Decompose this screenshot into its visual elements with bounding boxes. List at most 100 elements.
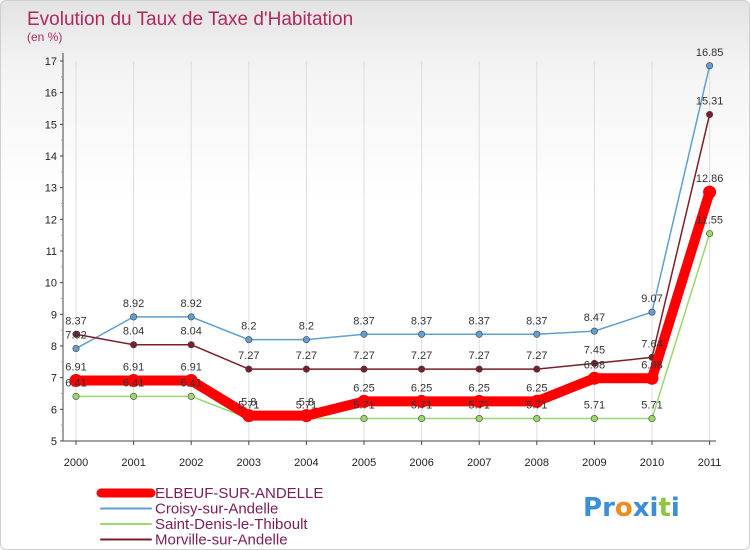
data-label: 5.8 — [299, 397, 314, 409]
data-point — [587, 371, 601, 385]
data-label: 7.27 — [238, 350, 259, 362]
y-tick-label: 7 — [51, 373, 57, 385]
data-point — [242, 409, 256, 423]
logo-letter: t — [658, 493, 670, 523]
data-label: 8.92 — [180, 298, 201, 310]
data-label: 8.37 — [353, 315, 374, 327]
data-point — [72, 345, 80, 353]
data-point — [648, 308, 656, 316]
data-label: 6.91 — [180, 362, 201, 374]
data-point — [418, 365, 426, 373]
data-point — [472, 394, 486, 408]
data-point — [645, 371, 659, 385]
data-label: 11.55 — [696, 215, 723, 227]
y-tick-label: 6 — [51, 404, 57, 416]
data-label: 8.92 — [123, 298, 144, 310]
data-point — [590, 415, 598, 423]
data-label: 6.25 — [411, 382, 432, 394]
data-point — [533, 415, 541, 423]
y-tick-label: 17 — [45, 56, 57, 68]
y-tick-label: 9 — [51, 309, 57, 321]
axes: 5 6 7 8 9 10 11 12 13 14 15 16 17 2000 2001 2002 2003 200… — [45, 53, 722, 469]
data-point — [69, 374, 83, 388]
data-label: 5.71 — [526, 400, 547, 412]
data-label: 5.71 — [296, 400, 317, 412]
data-label: 7.27 — [296, 350, 317, 362]
data-point — [299, 409, 313, 423]
data-point — [245, 336, 253, 344]
logo-letter: x — [633, 493, 650, 523]
data-point — [187, 341, 195, 349]
data-point — [302, 365, 310, 373]
data-point — [706, 62, 714, 70]
data-label: 6.91 — [123, 362, 144, 374]
x-tick-label: 2001 — [121, 457, 145, 469]
data-label: 16.85 — [696, 47, 724, 59]
data-label: 7.27 — [526, 350, 547, 362]
y-tick-label: 5 — [51, 436, 57, 448]
data-label: 6.41 — [65, 377, 86, 389]
x-tick-label: 2000 — [64, 457, 88, 469]
series-line-2 — [75, 232, 711, 420]
data-point — [475, 330, 483, 338]
data-label: 8.04 — [123, 326, 144, 338]
x-tick-label: 2005 — [352, 457, 376, 469]
data-label: 6.98 — [641, 359, 662, 371]
data-point — [127, 374, 141, 388]
data-point — [302, 336, 310, 344]
data-point — [360, 330, 368, 338]
data-point — [130, 341, 138, 349]
proxiti-logo: Proxiti — [583, 493, 680, 523]
data-label: 8.37 — [65, 315, 86, 327]
logo-letter: i — [671, 493, 680, 523]
legend-label: Saint-Denis-le-Thiboult — [155, 516, 308, 533]
proxiti-logo-text: Proxiti — [583, 493, 680, 523]
data-label: 8.37 — [411, 315, 432, 327]
data-point — [130, 392, 138, 400]
data-point — [245, 365, 253, 373]
legend-label: ELBEUF-SUR-ANDELLE — [155, 485, 323, 502]
chart-subtitle: (en %) — [27, 30, 62, 44]
data-point — [706, 111, 714, 119]
data-label: 7.27 — [468, 350, 489, 362]
y-tick-label: 16 — [45, 88, 57, 100]
x-tick-label: 2011 — [698, 457, 722, 469]
y-tick-label: 12 — [45, 214, 57, 226]
logo-letter: r — [602, 493, 615, 523]
data-label: 7.64 — [641, 338, 662, 350]
x-tick-label: 2008 — [525, 457, 549, 469]
legend-label: Morville-sur-Andelle — [155, 532, 288, 549]
data-point — [703, 185, 717, 199]
data-label: 5.71 — [411, 400, 432, 412]
data-point — [72, 330, 80, 338]
logo-letter: i — [650, 493, 659, 523]
data-point — [360, 415, 368, 423]
data-point — [590, 327, 598, 335]
data-point — [475, 415, 483, 423]
x-tick-label: 2006 — [409, 457, 433, 469]
data-label: 7.27 — [353, 350, 374, 362]
data-label: 5.71 — [353, 400, 374, 412]
logo-letter: P — [583, 493, 602, 523]
data-point — [590, 359, 598, 367]
data-label: 6.98 — [584, 359, 605, 371]
data-label: 7.45 — [584, 344, 605, 356]
data-point — [187, 392, 195, 400]
y-tick-label: 8 — [51, 341, 57, 353]
data-point — [530, 394, 544, 408]
data-point — [418, 415, 426, 423]
data-label: 5.71 — [584, 400, 605, 412]
data-label: 12.86 — [696, 173, 724, 185]
x-tick-label: 2004 — [294, 457, 318, 469]
series-line-0 — [71, 187, 715, 421]
data-point — [130, 313, 138, 321]
legend: ELBEUF-SUR-ANDELLECroisy-sur-AndelleSain… — [96, 485, 323, 549]
data-label: 8.37 — [468, 315, 489, 327]
data-label: 5.71 — [468, 400, 489, 412]
data-label: 6.41 — [123, 377, 144, 389]
data-label: 6.25 — [353, 382, 374, 394]
data-point — [415, 394, 429, 408]
y-tick-label: 11 — [46, 246, 57, 258]
